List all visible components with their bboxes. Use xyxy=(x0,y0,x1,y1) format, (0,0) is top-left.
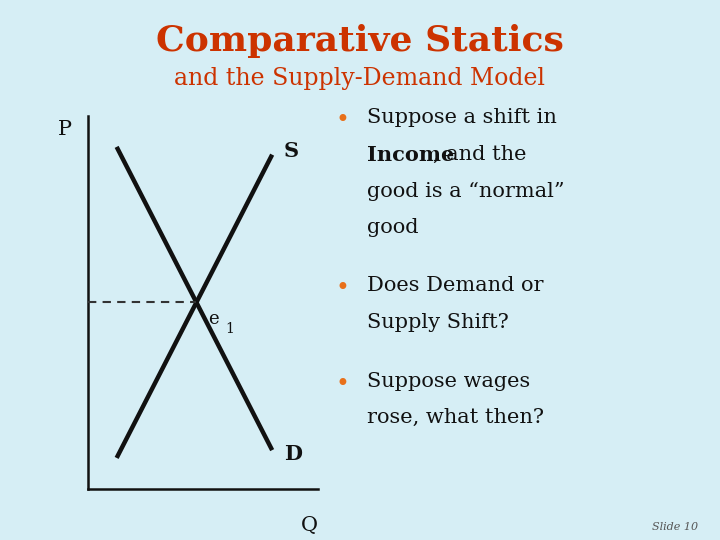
Text: •: • xyxy=(335,108,349,132)
Text: good is a “normal”: good is a “normal” xyxy=(367,181,564,200)
Text: D: D xyxy=(284,444,302,464)
Text: , and the: , and the xyxy=(433,145,527,164)
Text: P: P xyxy=(58,120,72,139)
Text: e: e xyxy=(208,310,219,328)
Text: Suppose wages: Suppose wages xyxy=(367,372,531,390)
Text: Slide 10: Slide 10 xyxy=(652,522,698,532)
Text: Does Demand or: Does Demand or xyxy=(367,276,544,295)
Text: Supply Shift?: Supply Shift? xyxy=(367,313,509,332)
Text: S: S xyxy=(284,141,299,161)
Text: good: good xyxy=(367,218,419,237)
Text: Income: Income xyxy=(367,145,454,165)
Text: Comparative Statics: Comparative Statics xyxy=(156,24,564,58)
Text: Suppose a shift in: Suppose a shift in xyxy=(367,108,557,127)
Text: 1: 1 xyxy=(225,322,234,336)
Text: •: • xyxy=(335,372,349,395)
Text: and the Supply-Demand Model: and the Supply-Demand Model xyxy=(174,68,546,91)
Text: Q: Q xyxy=(301,516,318,535)
Text: rose, what then?: rose, what then? xyxy=(367,408,544,427)
Text: •: • xyxy=(335,276,349,300)
